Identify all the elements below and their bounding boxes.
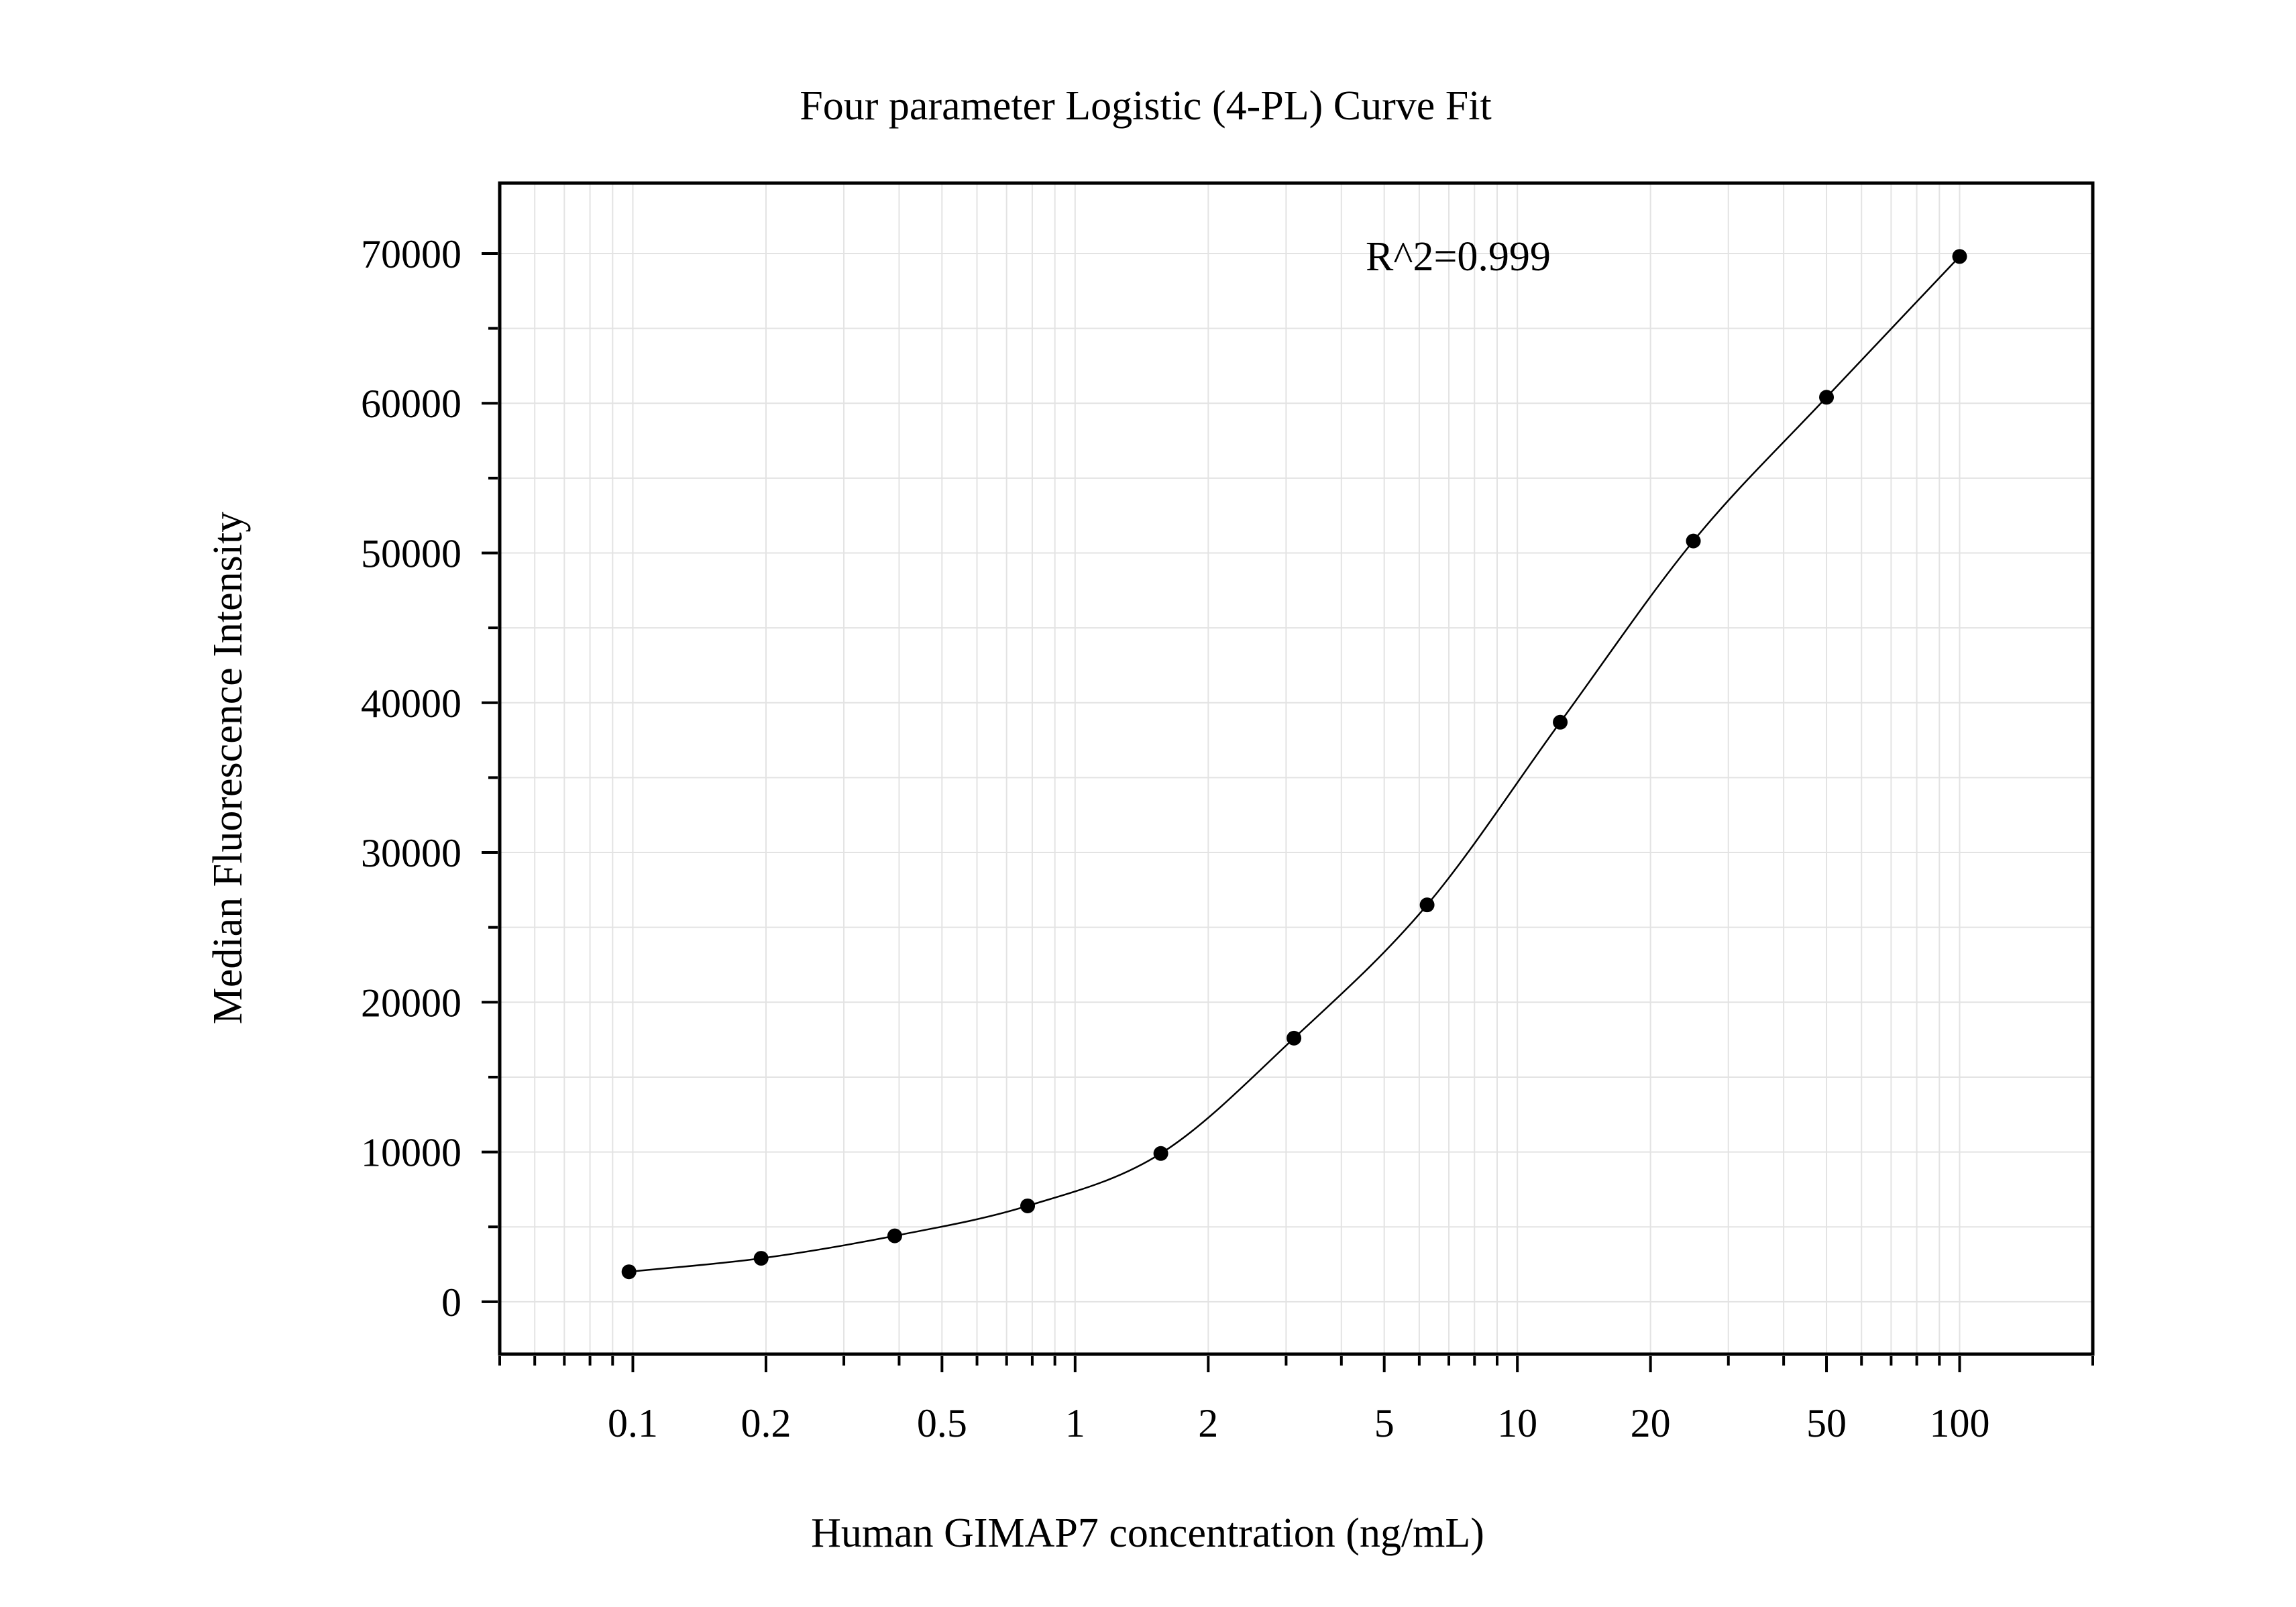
x-tick-label: 10 [1497, 1401, 1537, 1445]
x-tick-label: 0.2 [741, 1401, 791, 1445]
x-tick-label: 1 [1065, 1401, 1085, 1445]
y-tick-label: 0 [441, 1280, 461, 1325]
fit-curve [628, 256, 1961, 1273]
data-point [887, 1228, 902, 1243]
x-tick-label: 20 [1631, 1401, 1671, 1445]
data-point [621, 1264, 637, 1280]
y-tick-label: 60000 [361, 382, 461, 426]
data-point [1952, 249, 1967, 264]
x-axis-label: Human GIMAP7 concentration (ng/mL) [811, 1510, 1484, 1556]
data-point [1287, 1030, 1302, 1046]
y-tick-label: 30000 [361, 831, 461, 875]
data-points [621, 249, 1967, 1280]
axis-ticks: 0.1 0.2 0.5 1 2 5 10 20 50 100 0 10000 20000 30000 400… [361, 232, 2094, 1445]
data-point [1686, 533, 1701, 549]
y-tick-label: 70000 [361, 232, 461, 276]
data-point [1153, 1146, 1168, 1161]
x-tick-label: 0.1 [608, 1401, 658, 1445]
data-point [1819, 390, 1835, 405]
y-tick-label: 40000 [361, 681, 461, 726]
data-point [1553, 714, 1568, 730]
x-tick-label: 0.5 [917, 1401, 967, 1445]
data-point [1020, 1198, 1036, 1213]
y-tick-label: 20000 [361, 981, 461, 1025]
y-tick-label: 10000 [361, 1131, 461, 1175]
data-point [1419, 897, 1435, 913]
x-tick-label: 5 [1374, 1401, 1395, 1445]
x-tick-label: 100 [1930, 1401, 1990, 1445]
x-tick-label: 2 [1198, 1401, 1218, 1445]
plot-frame [498, 181, 2095, 1356]
y-axis-label: Median Fluorescence Intensity [205, 512, 251, 1024]
r-squared-annotation: R^2=0.999 [1366, 234, 1551, 280]
grid-layer [500, 183, 2093, 1354]
x-tick-label: 50 [1806, 1401, 1847, 1445]
y-tick-label: 50000 [361, 531, 461, 575]
chart-title: Four parameter Logistic (4-PL) Curve Fit [800, 83, 1491, 129]
data-point [753, 1251, 769, 1266]
